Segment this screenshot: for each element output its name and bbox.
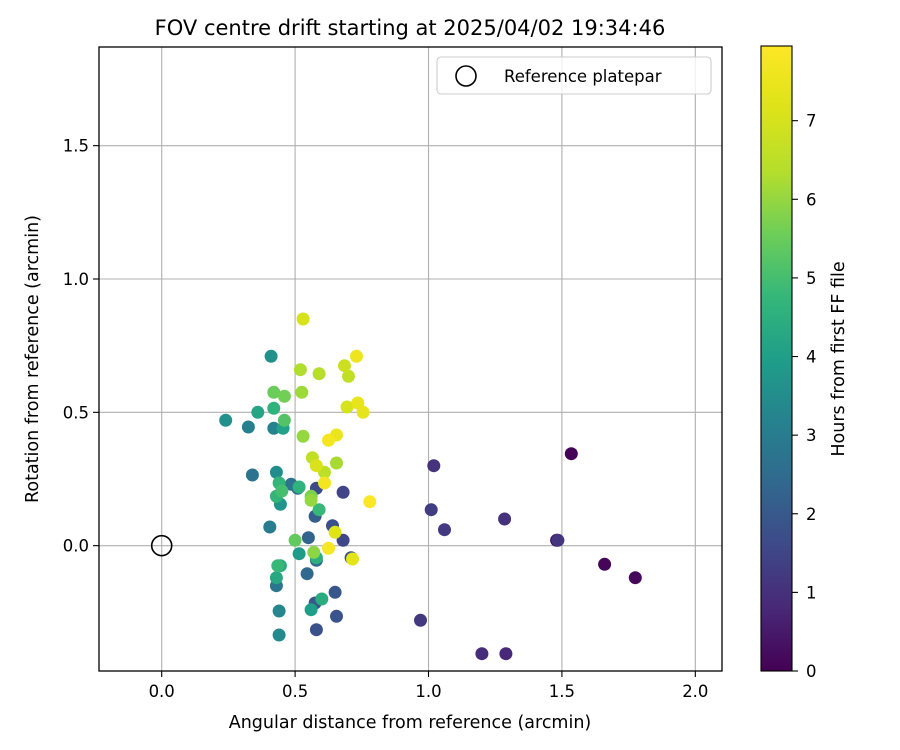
data-point (269, 571, 283, 585)
data-point (272, 604, 286, 618)
y-axis-label: Rotation from reference (arcmin) (23, 215, 43, 503)
data-point (312, 367, 326, 381)
colorbar-tick-label: 6 (806, 190, 817, 209)
data-point (296, 429, 310, 443)
data-point (277, 413, 291, 427)
x-tick-label: 2.0 (682, 682, 708, 701)
data-point (267, 385, 281, 399)
data-point (346, 552, 359, 566)
colorbar-tick-label: 7 (806, 112, 817, 131)
colorbar-ticks: 0 1 2 3 4 5 6 7 (792, 112, 817, 681)
data-point (338, 359, 351, 373)
colorbar-tick-label: 2 (806, 505, 817, 524)
data-point (414, 613, 427, 627)
data-point (322, 541, 335, 555)
colorbar: 0 1 2 3 4 5 6 7 Hours from first FF file (760, 45, 849, 681)
data-point (296, 312, 310, 326)
data-point (336, 485, 350, 499)
colorbar-tick-label: 1 (806, 583, 817, 602)
data-points (150, 312, 642, 661)
colorbar-tick-label: 4 (806, 348, 817, 367)
data-point (350, 349, 363, 363)
plot-frame (98, 46, 723, 672)
data-point (336, 533, 350, 547)
data-point (264, 349, 278, 363)
data-point (263, 520, 277, 534)
data-point (628, 571, 642, 585)
y-tick-label: 0.0 (63, 537, 89, 556)
data-point (315, 592, 329, 606)
data-point (245, 468, 259, 482)
data-point (342, 369, 355, 383)
axis-ticks: 0.0 0.5 1.0 1.5 2.0 0.0 0.5 1.0 1.5 (63, 137, 709, 701)
data-point (300, 567, 314, 581)
data-point (356, 405, 370, 419)
data-point (424, 503, 438, 517)
colorbar-label: Hours from first FF file (829, 261, 849, 456)
data-point (309, 623, 323, 637)
data-point (328, 585, 342, 599)
data-point (322, 433, 335, 447)
data-point (295, 385, 309, 399)
data-point (498, 512, 512, 526)
data-point (475, 647, 489, 661)
data-point (292, 547, 306, 561)
grid (99, 47, 722, 671)
legend-label: Reference platepar (504, 67, 662, 86)
legend-reference-marker (455, 65, 477, 87)
data-point (272, 628, 286, 642)
data-point (309, 459, 323, 473)
data-point (271, 559, 285, 573)
data-point (275, 484, 289, 498)
y-tick-label: 0.5 (63, 403, 89, 422)
data-point (267, 401, 281, 415)
data-point (219, 413, 233, 427)
data-point (251, 405, 265, 419)
legend: Reference platepar (436, 56, 712, 95)
data-point (307, 545, 321, 559)
data-point (269, 465, 283, 479)
x-tick-label: 0.5 (282, 682, 308, 701)
x-tick-label: 1.0 (415, 682, 441, 701)
data-point (293, 363, 307, 377)
reference-point-marker (150, 534, 173, 557)
data-point (288, 533, 302, 547)
data-point (427, 459, 441, 473)
data-point (499, 647, 513, 661)
data-point (318, 476, 331, 490)
data-point (598, 557, 612, 571)
data-point (312, 503, 326, 517)
data-point (267, 421, 281, 435)
colorbar-gradient (760, 45, 793, 672)
colorbar-tick-label: 5 (806, 269, 817, 288)
data-point (363, 495, 377, 509)
y-tick-label: 1.5 (63, 137, 89, 156)
data-point (277, 389, 291, 403)
legend-box (436, 56, 712, 95)
data-point (304, 603, 318, 617)
data-point (292, 480, 306, 494)
y-tick-label: 1.0 (63, 270, 89, 289)
data-point (330, 456, 343, 470)
chart-title: FOV centre drift starting at 2025/04/02 … (155, 16, 666, 40)
data-point (330, 609, 343, 623)
x-tick-label: 0.0 (149, 682, 175, 701)
data-point (241, 420, 255, 434)
colorbar-tick-label: 0 (806, 662, 817, 681)
x-tick-label: 1.5 (549, 682, 575, 701)
data-point (304, 493, 318, 507)
data-point (301, 531, 315, 545)
colorbar-tick-label: 3 (806, 426, 817, 445)
data-point (551, 533, 565, 547)
x-axis-label: Angular distance from reference (arcmin) (229, 713, 592, 733)
data-point (564, 447, 578, 461)
data-point (438, 523, 451, 537)
data-point (340, 400, 354, 414)
data-point (328, 525, 342, 539)
